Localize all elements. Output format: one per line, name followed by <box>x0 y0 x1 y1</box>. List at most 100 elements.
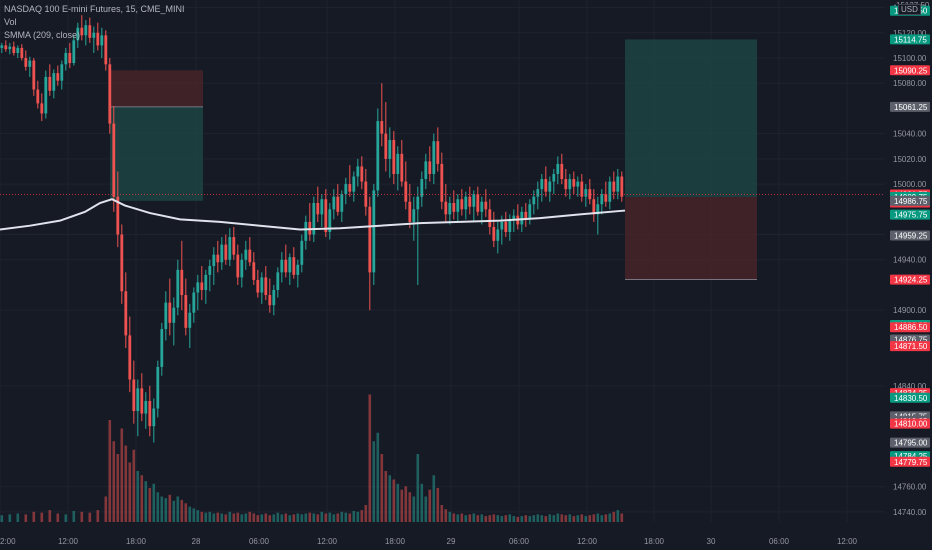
legend-volume[interactable]: Vol <box>4 17 17 27</box>
volume-bar <box>340 511 344 522</box>
candle-body <box>408 201 412 222</box>
candle-body <box>156 366 160 409</box>
candle-body <box>36 89 40 104</box>
volume-bar <box>88 512 92 522</box>
candle-body <box>148 400 152 427</box>
long-position-loss-zone <box>625 197 757 280</box>
volume-bar <box>404 486 408 522</box>
candle-body <box>604 194 608 202</box>
x-tick-label-10: 18:00 <box>644 537 665 546</box>
candle-body <box>428 161 432 174</box>
candle-body <box>304 221 308 241</box>
candle-body <box>120 234 124 292</box>
volume-bar <box>244 513 248 522</box>
volume-bar <box>464 515 468 522</box>
candle-body <box>44 76 48 114</box>
volume-bar <box>316 514 320 522</box>
candle-body <box>188 312 192 328</box>
candle-body <box>4 45 8 50</box>
volume-bar <box>248 511 252 522</box>
volume-bar <box>32 511 36 522</box>
price-badge-text-15: 14830.50 <box>894 394 928 403</box>
candle-body <box>76 27 80 41</box>
volume-bar <box>536 514 540 522</box>
volume-bar <box>436 488 440 522</box>
volume-bar <box>164 498 168 522</box>
candle-body <box>220 244 224 263</box>
candle-body <box>616 176 620 192</box>
candle-body <box>92 32 96 38</box>
candle-body <box>544 179 548 192</box>
volume-bar <box>548 514 552 522</box>
candle-body <box>376 121 380 191</box>
price-badge-text-9: 14924.25 <box>894 276 928 285</box>
volume-bar <box>228 511 232 522</box>
candle-body <box>212 254 216 267</box>
volume-bar <box>584 516 588 522</box>
volume-bar <box>136 471 140 522</box>
currency-label[interactable]: USD <box>898 4 921 15</box>
y-tick-label-1: 15120.00 <box>893 29 927 38</box>
volume-bar <box>608 513 612 522</box>
volume-bar <box>468 514 472 522</box>
volume-bar <box>8 514 12 522</box>
candle-body <box>460 199 464 210</box>
volume-bar <box>256 515 260 522</box>
candle-body <box>540 179 544 190</box>
candle-body <box>40 103 44 114</box>
volume-bar <box>520 516 524 522</box>
candle-body <box>496 229 500 241</box>
y-tick-label-5: 15020.00 <box>893 155 927 164</box>
candle-body <box>140 388 144 414</box>
volume-bar <box>224 514 228 522</box>
price-badge-text-11: 14886.50 <box>894 323 928 332</box>
candle-body <box>348 184 352 192</box>
volume-bar <box>408 492 412 522</box>
chart-legend: NASDAQ 100 E-mini Futures, 15, CME_MINI … <box>4 3 185 42</box>
candle-body <box>356 166 360 177</box>
volume-bar <box>440 505 444 522</box>
volume-bar <box>360 510 364 522</box>
candle-body <box>116 196 120 235</box>
volume-bar <box>212 513 216 522</box>
legend-indicator[interactable]: SMMA (209, close) <box>4 30 81 40</box>
volume-bar <box>252 513 256 522</box>
volume-bar <box>448 511 452 522</box>
volume-bar <box>96 510 100 522</box>
candle-body <box>112 123 116 197</box>
candle-body <box>24 58 28 67</box>
legend-symbol[interactable]: NASDAQ 100 E-mini Futures, 15, CME_MINI <box>4 4 185 14</box>
volume-bar <box>112 441 116 522</box>
candle-body <box>132 379 136 412</box>
candle-body <box>176 269 180 308</box>
volume-bar <box>588 515 592 522</box>
long-position-profit-zone <box>625 39 757 198</box>
price-badge-text-1: 15114.75 <box>894 35 927 44</box>
volume-bar <box>600 515 604 522</box>
volume-bar <box>488 515 492 522</box>
volume-bar <box>348 513 352 522</box>
price-badge-11 <box>890 322 930 333</box>
candle-body <box>268 295 272 306</box>
candle-body <box>292 257 296 275</box>
volume-bar <box>364 505 368 522</box>
candle-body <box>12 46 16 53</box>
volume-bar <box>48 510 52 522</box>
candle-body <box>436 141 440 164</box>
volume-bar <box>412 496 416 522</box>
candle-body <box>8 46 12 50</box>
volume-bar <box>376 432 380 522</box>
volume-bar <box>532 515 536 522</box>
x-tick-label-9: 12:00 <box>577 537 598 546</box>
price-badge-21 <box>890 456 930 467</box>
candle-body <box>216 254 220 263</box>
price-badge-6 <box>890 195 930 206</box>
candle-body <box>344 184 348 195</box>
candle-body <box>448 203 452 215</box>
candle-body <box>276 272 280 290</box>
volume-bar <box>372 441 376 522</box>
volume-bar <box>524 515 528 522</box>
volume-bar <box>288 515 292 522</box>
